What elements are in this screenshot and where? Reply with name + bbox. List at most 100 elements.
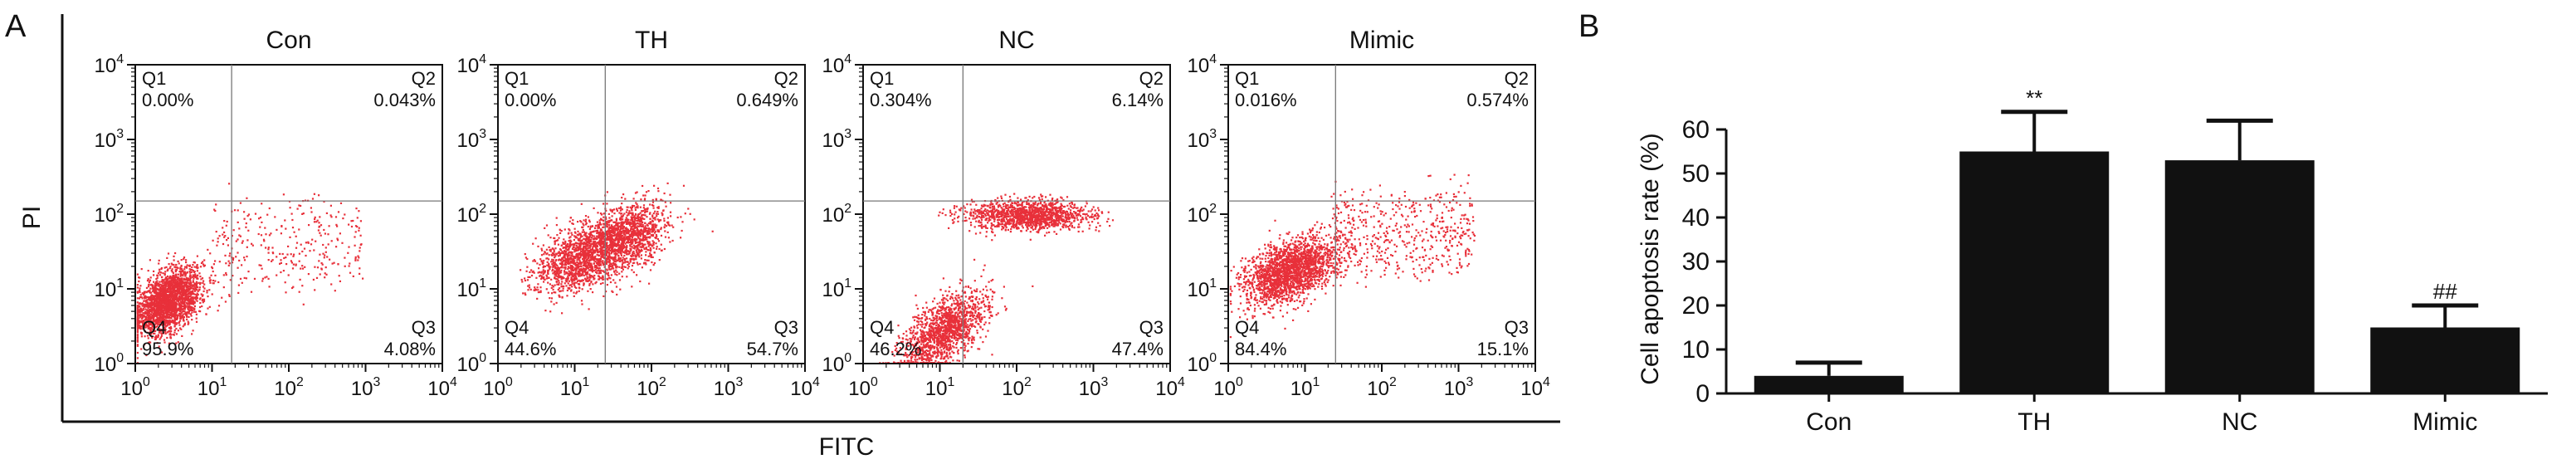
event-dot [535,237,537,239]
event-dot [590,226,592,227]
event-dot [538,271,539,273]
event-dot [172,275,173,276]
event-dot [354,260,356,261]
event-dot [183,273,184,275]
event-dot [237,252,238,253]
event-dot [551,254,553,256]
event-dot [657,190,659,192]
event-dot [543,281,544,282]
event-dot [206,291,207,293]
event-dot [159,305,161,306]
event-dot [548,258,549,260]
event-dot [151,300,153,301]
event-dot [300,279,301,281]
event-dot [215,203,217,205]
event-dot [216,231,217,232]
event-dot [647,190,649,192]
event-dot [203,288,205,290]
event-dot [603,222,604,224]
event-dot [622,264,623,266]
event-dot [615,270,617,271]
event-dot [583,224,584,226]
event-dot [161,276,163,278]
event-dot [161,305,163,307]
event-dot [646,216,647,217]
event-dot [143,312,144,314]
event-dot [143,308,144,310]
event-dot [563,266,564,268]
event-dot [607,191,608,193]
event-dot [137,286,139,288]
event-dot [147,314,149,315]
event-dot [285,256,286,258]
event-dot [580,251,582,252]
event-dot [178,286,179,288]
event-dot [583,267,584,269]
event-dot [325,247,327,248]
event-dot [583,282,584,284]
event-dot [199,298,201,300]
event-dot [620,207,622,208]
event-dot [602,260,603,261]
event-dot [305,242,307,243]
event-dot [184,293,186,295]
event-dot [599,245,601,247]
event-dot [547,261,549,263]
event-dot [234,209,236,211]
event-dot [588,264,590,266]
event-dot [305,255,306,256]
event-dot [539,258,541,260]
event-dot [229,262,231,264]
event-dot [185,295,187,297]
event-dot [160,302,162,304]
event-dot [188,301,189,303]
event-dot [318,194,320,196]
event-dot [607,224,608,226]
event-dot [549,283,551,285]
event-dot [145,312,147,314]
event-dot [641,249,642,251]
event-dot [530,269,532,271]
event-dot [618,212,620,213]
event-dot [661,250,663,252]
event-dot [573,285,575,286]
event-dot [614,273,616,275]
event-dot [212,293,213,295]
event-dot [146,287,148,289]
event-dot [164,271,166,272]
event-dot [165,295,167,297]
event-dot [246,198,247,199]
event-dot [663,220,665,222]
event-dot [342,217,344,219]
event-dot [568,246,570,247]
event-dot [632,214,633,216]
event-dot [291,219,293,221]
event-dot [668,224,670,226]
event-dot [150,314,152,315]
event-dot [554,247,556,249]
event-dot [556,272,558,274]
event-dot [650,221,651,222]
event-dot [612,279,614,281]
event-dot [173,305,175,306]
event-dot [195,294,197,295]
event-dot [581,303,583,305]
event-dot [558,280,559,281]
event-dot [208,289,210,291]
q4-value: 95.9% [142,339,193,359]
flow-cytometry-plots: FITCPICon100100101101102102103103104104Q… [18,14,1560,460]
event-dot [597,212,598,213]
event-dot [581,248,583,250]
event-dot [645,263,646,265]
event-dot [138,322,139,324]
event-dot [651,245,653,247]
event-dot [648,260,650,261]
event-dot [547,272,549,274]
event-dot [668,237,670,238]
event-dot [669,241,671,242]
event-dot [148,286,149,287]
event-dot [297,208,299,210]
event-dot [168,330,169,332]
event-dot [578,249,579,251]
event-dot [235,256,237,257]
